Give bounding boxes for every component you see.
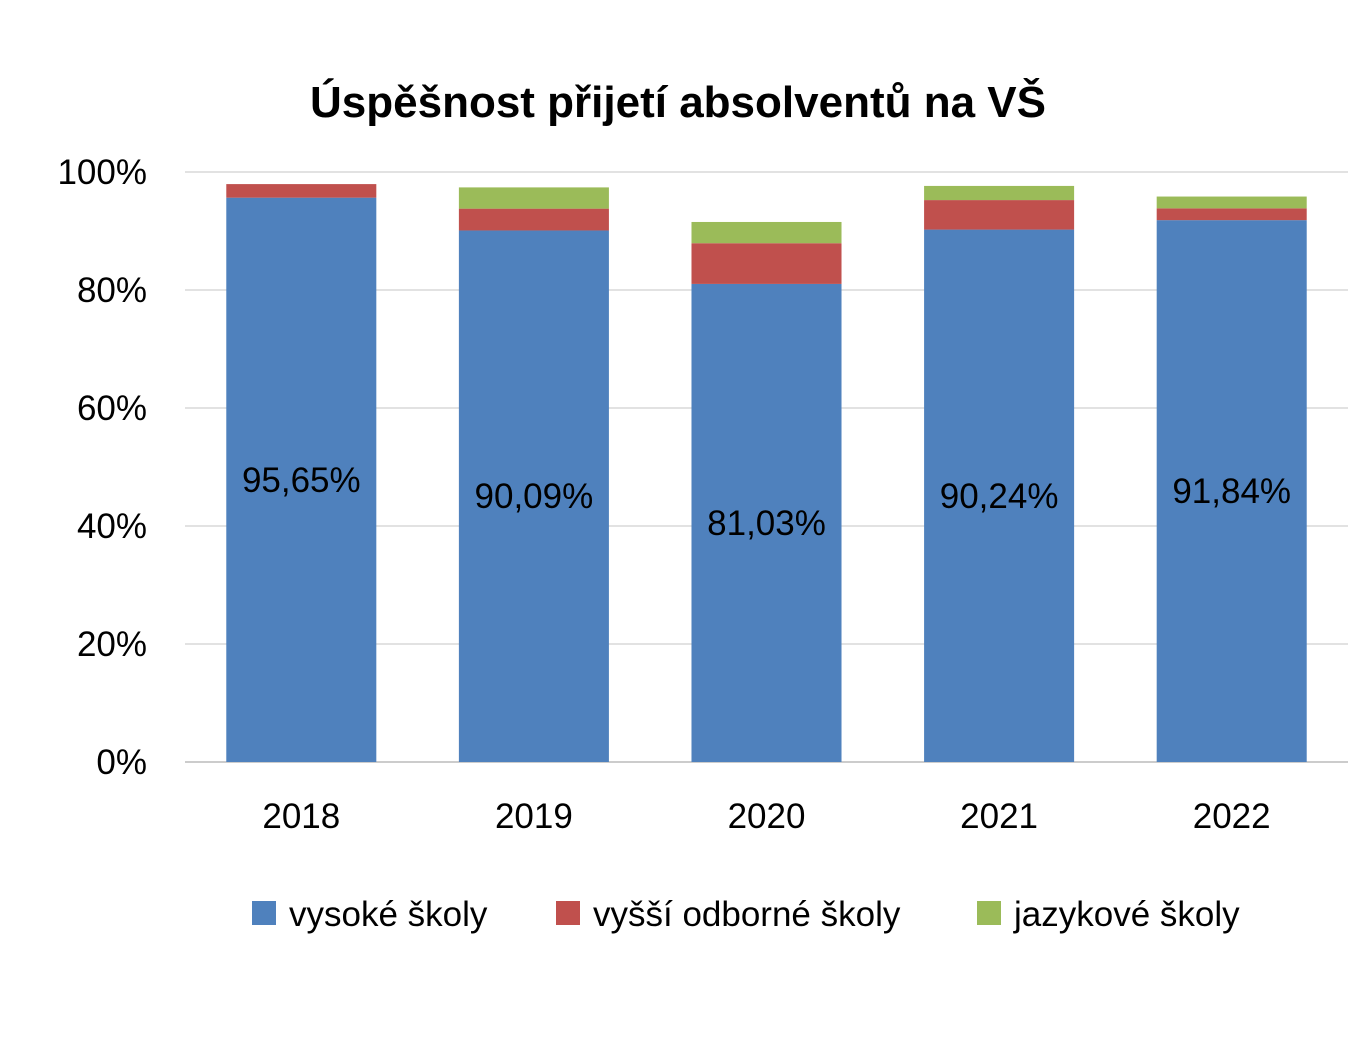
y-tick-label: 80%	[77, 271, 147, 310]
y-axis-tick-labels: 0% 20% 40% 60% 80% 100%	[57, 153, 147, 782]
y-tick-label: 0%	[96, 743, 147, 782]
legend-swatch	[252, 901, 276, 925]
data-label: 91,84%	[1172, 472, 1291, 511]
y-tick-label: 20%	[77, 625, 147, 664]
x-tick-label: 2021	[960, 797, 1038, 836]
legend-swatch	[556, 901, 580, 925]
bar-segment	[226, 197, 377, 763]
bar-segment	[1156, 220, 1307, 763]
x-tick-label: 2018	[262, 797, 340, 836]
chart-title: Úspěšnost přijetí absolventů na VŠ	[310, 76, 1046, 127]
data-labels: 95,65% 90,09% 81,03% 90,24% 91,84%	[242, 461, 1291, 543]
legend-label: vysoké školy	[289, 895, 488, 934]
bar-segment	[1156, 196, 1307, 209]
x-tick-label: 2022	[1193, 797, 1271, 836]
x-axis-tick-labels: 2018 2019 2020 2021 2022	[262, 797, 1270, 836]
y-tick-label: 60%	[77, 389, 147, 428]
bar-segment	[691, 243, 842, 284]
bar-segment	[924, 185, 1075, 201]
bar-segment	[924, 200, 1075, 230]
data-label: 81,03%	[707, 504, 826, 543]
legend: vysoké školy vyšší odborné školy jazykové …	[252, 895, 1240, 934]
bar-segment	[458, 230, 609, 762]
bar-segment	[458, 187, 609, 209]
bar-segment	[226, 184, 377, 198]
bar-segment	[1156, 208, 1307, 221]
bar-segment	[458, 208, 609, 231]
legend-label: vyšší odborné školy	[593, 895, 901, 934]
data-label: 90,24%	[940, 477, 1059, 516]
bars	[226, 184, 1307, 763]
x-tick-label: 2019	[495, 797, 573, 836]
legend-swatch	[977, 901, 1001, 925]
y-tick-label: 100%	[57, 153, 147, 192]
y-tick-label: 40%	[77, 507, 147, 546]
bar-segment	[924, 229, 1075, 763]
x-tick-label: 2020	[728, 797, 806, 836]
bar-segment	[691, 221, 842, 244]
legend-label: jazykové školy	[1013, 895, 1240, 934]
data-label: 90,09%	[475, 477, 594, 516]
data-label: 95,65%	[242, 461, 361, 500]
bar-segment	[691, 283, 842, 762]
